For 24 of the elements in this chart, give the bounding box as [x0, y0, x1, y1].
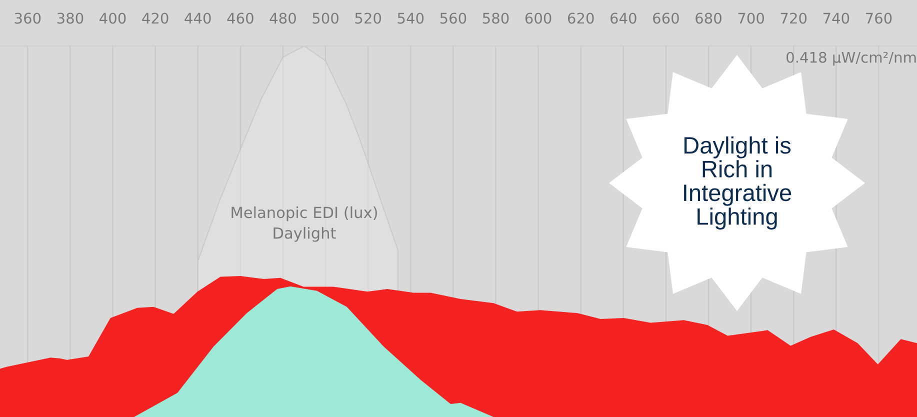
x-tick-label: 500 — [312, 12, 338, 24]
x-tick-label: 700 — [738, 12, 764, 24]
x-tick-label: 740 — [823, 12, 850, 24]
x-tick-label: 460 — [227, 12, 254, 24]
x-tick-label: 660 — [653, 12, 679, 24]
x-tick-label: 440 — [184, 12, 211, 24]
x-tick-label: 640 — [610, 12, 636, 24]
x-tick-label: 600 — [525, 12, 552, 24]
x-tick-label: 720 — [780, 12, 807, 24]
annotation: 0.418 µW/cm²/nm — [786, 52, 916, 66]
x-tick-label: 620 — [568, 12, 594, 24]
annotation: Daylight is Rich in Integrative Lighting — [684, 136, 792, 230]
x-tick-label: 380 — [57, 12, 84, 24]
series-label: Melanopic EDI (lux) Daylight — [232, 206, 377, 242]
x-tick-label: 480 — [270, 12, 296, 24]
x-tick-label: 360 — [14, 12, 41, 24]
x-tick-label: 680 — [696, 12, 722, 24]
x-tick-label: 400 — [100, 12, 126, 24]
x-tick-label: 580 — [482, 12, 509, 24]
x-tick-label: 420 — [142, 12, 168, 24]
x-tick-label: 540 — [398, 12, 424, 24]
x-tick-label: 520 — [355, 12, 382, 24]
x-tick-label: 560 — [440, 12, 466, 24]
x-tick-label: 760 — [866, 12, 892, 24]
